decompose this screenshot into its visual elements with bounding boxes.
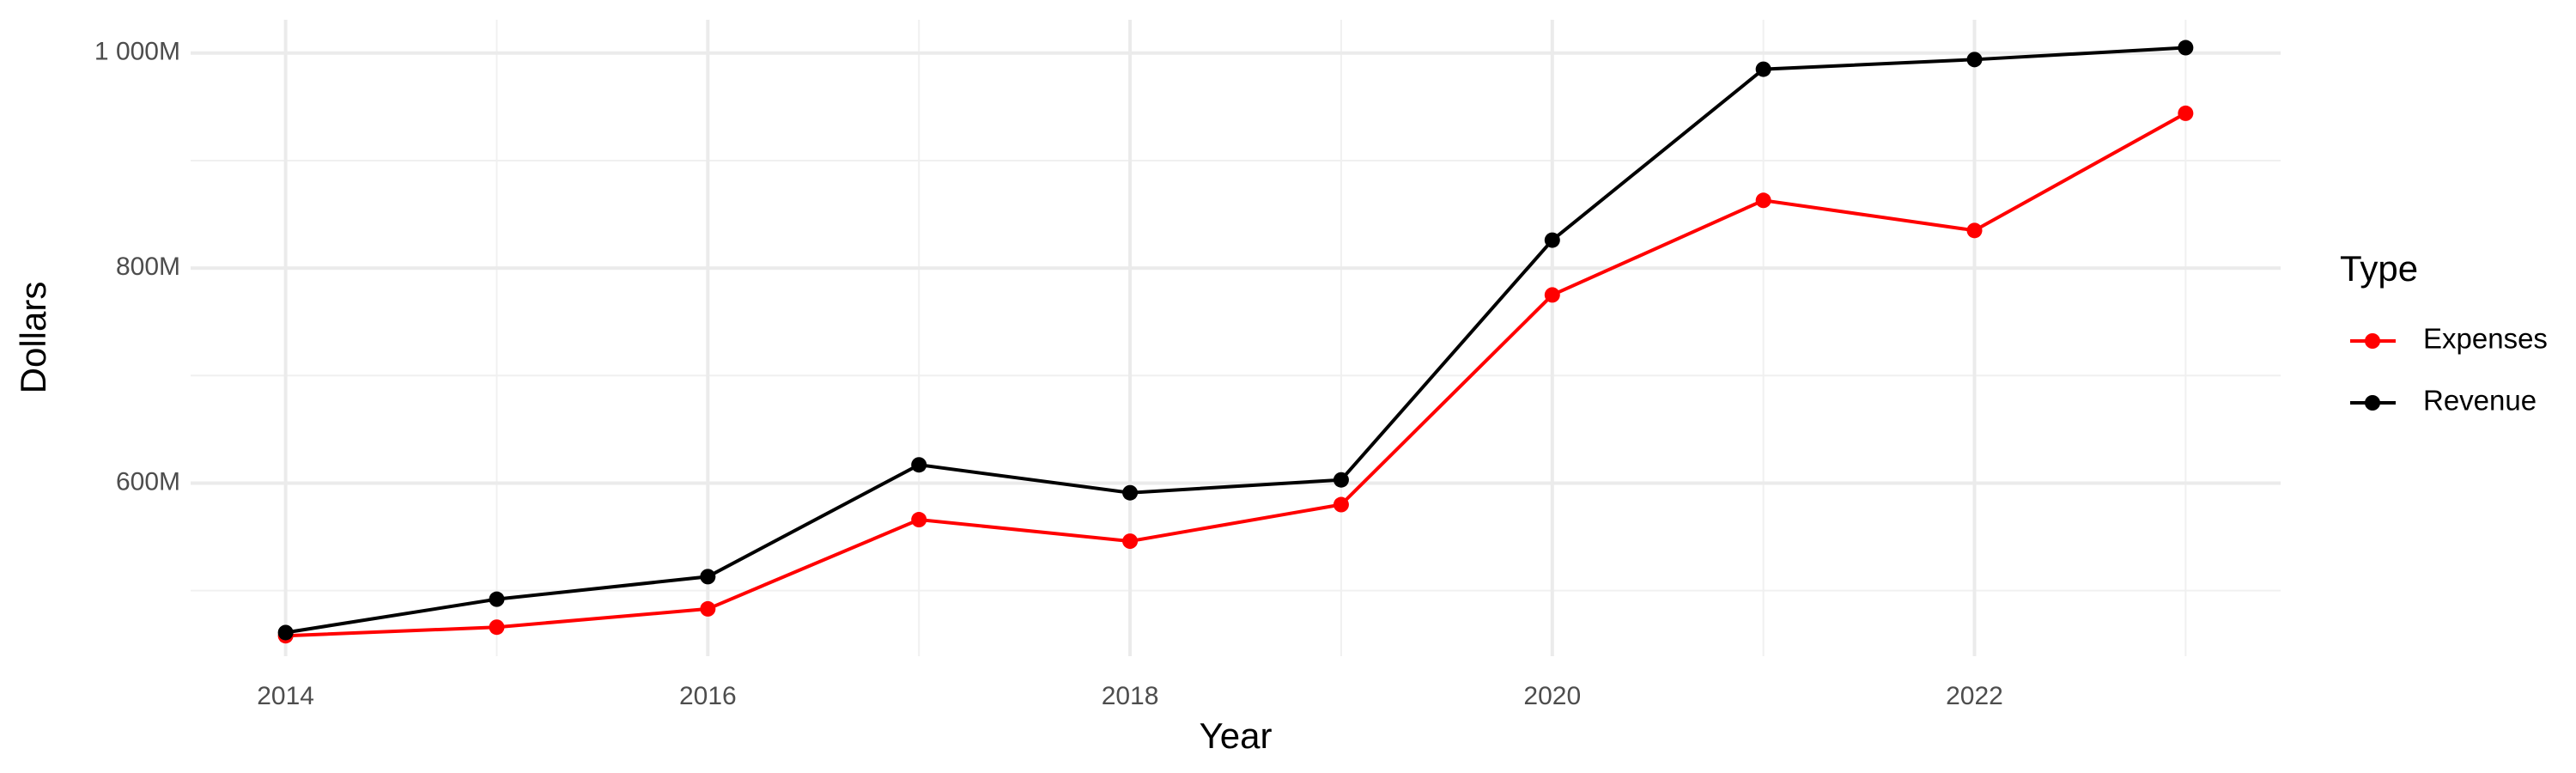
data-point [2178,40,2194,56]
x-tick-label: 2020 [1523,682,1581,710]
legend-title: Type [2340,248,2418,289]
legend-label: Revenue [2423,385,2537,417]
series-line [285,112,2187,638]
y-tick-label: 800M [116,253,180,281]
data-point [1333,472,1349,488]
data-point [911,457,927,473]
y-tick-label: 600M [116,467,180,496]
data-point [1755,61,1771,77]
data-point [700,569,716,585]
data-point [277,624,294,641]
series-line [285,46,2186,635]
x-tick-label: 2014 [257,682,314,710]
x-axis-title: Year [1200,715,1273,756]
data-point [1122,533,1139,550]
x-tick-label: 2016 [679,682,737,710]
legend-key-point [2365,395,2380,411]
x-tick-label: 2018 [1102,682,1159,710]
data-point [2178,105,2194,121]
legend-label: Expenses [2423,323,2548,355]
data-point [700,600,716,617]
data-point [1122,484,1139,501]
data-point [911,512,927,528]
data-point [489,591,505,607]
data-point [489,619,505,636]
x-tick-label: 2022 [1946,682,2003,710]
y-axis-title: Dollars [13,282,53,394]
y-tick-label: 1 000M [94,38,180,66]
data-point [1966,52,1983,68]
data-point [1755,192,1771,209]
data-point [1544,287,1560,303]
data-point [1544,232,1560,248]
data-point [1966,222,1983,239]
grid [191,20,2281,656]
data-point [1333,496,1349,513]
legend-key-point [2365,333,2380,349]
